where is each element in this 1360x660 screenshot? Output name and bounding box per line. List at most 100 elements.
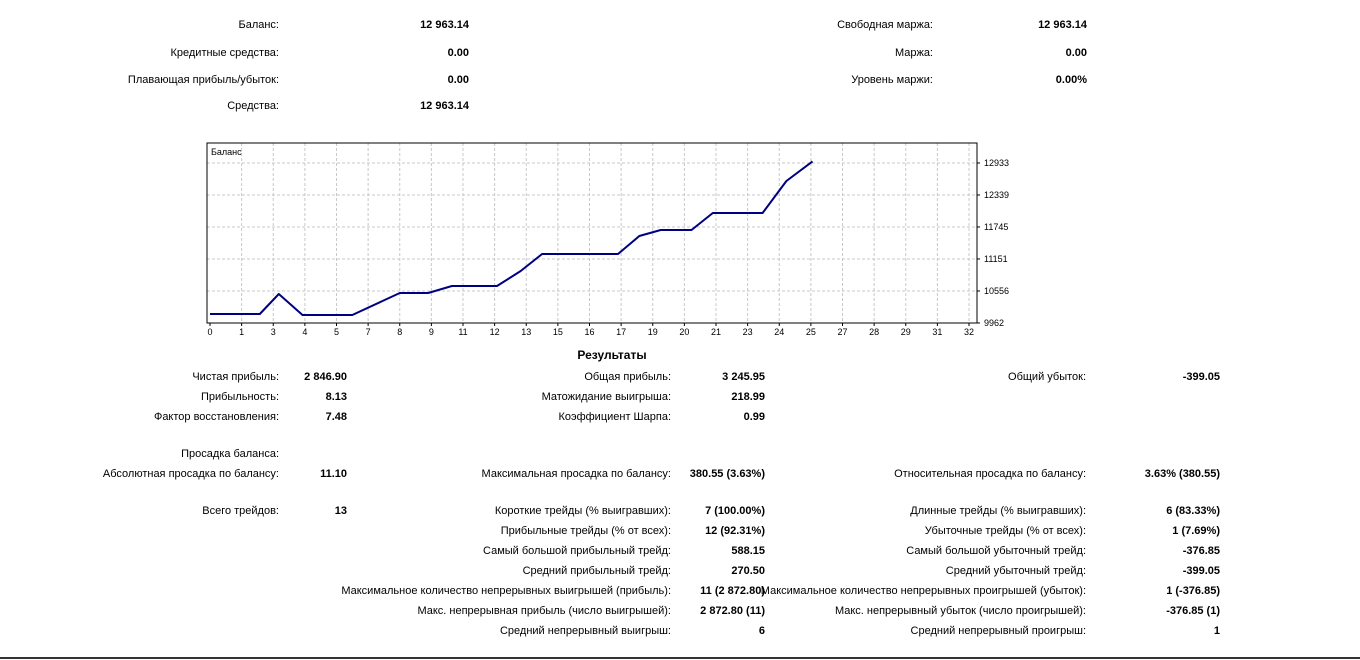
- x-tick-label: 7: [366, 327, 371, 337]
- summary-left-3-value: 12 963.14: [420, 100, 469, 112]
- result-col2-8-label: Максимальное количество непрерывных выиг…: [341, 585, 671, 597]
- plot-frame: [206, 142, 978, 324]
- y-tick-label: 10556: [984, 286, 1009, 296]
- x-tick-label: 11: [458, 327, 467, 337]
- series-line-balance: [210, 160, 814, 316]
- result-col1-1-label: Прибыльность:: [200, 391, 279, 403]
- x-tick-label: 17: [616, 327, 626, 337]
- result-col3-1-label: Относительная просадка по балансу:: [894, 468, 1086, 480]
- summary-left-0-value: 12 963.14: [420, 19, 469, 31]
- x-tick-label: 29: [901, 327, 911, 337]
- result-col2-8-value: 11 (2 872.80): [700, 585, 765, 597]
- result-col3-6-label: Максимальное количество непрерывных прои…: [760, 585, 1086, 597]
- result-col2-1-label: Матожидание выигрыша:: [541, 391, 671, 403]
- result-col1-5-value: 13: [334, 505, 347, 517]
- summary-right-0-label: Свободная маржа:: [837, 19, 933, 31]
- x-tick-label: 32: [964, 327, 974, 337]
- x-tick-label: 21: [711, 327, 721, 337]
- x-tick-label: 15: [553, 327, 563, 337]
- result-col3-2-value: 6 (83.33%): [1166, 505, 1220, 517]
- x-tick-label: 31: [932, 327, 942, 337]
- chart-title: Баланс: [211, 147, 242, 157]
- summary-left-2-value: 0.00: [447, 74, 469, 86]
- result-col1-0-value: 2 846.90: [304, 371, 347, 383]
- result-col2-3-value: 380.55 (3.63%): [689, 468, 765, 480]
- result-col3-3-value: 1 (7.69%): [1172, 525, 1220, 537]
- summary-right-2-value: 0.00%: [1055, 74, 1087, 86]
- result-col2-9-value: 2 872.80 (11): [700, 605, 765, 617]
- x-tick-label: 5: [334, 327, 339, 337]
- x-tick-label: 19: [648, 327, 658, 337]
- result-col3-7-label: Макс. непрерывный убыток (число проигрыш…: [834, 605, 1086, 617]
- summary-right-1-label: Маржа:: [894, 47, 933, 59]
- x-tick-label: 25: [806, 327, 816, 337]
- result-col3-8-label: Средний непрерывный проигрыш:: [910, 625, 1086, 637]
- result-col3-5-value: -399.05: [1182, 565, 1220, 577]
- summary-right-2-label: Уровень маржи:: [851, 74, 933, 86]
- balance-chart: 0 1 3 4 5 7 8 9 11 12 13 15 16 17 19 20 21 23 24 25 27 28 29 31…: [206, 142, 1009, 337]
- result-col2-7-label: Средний прибыльный трейд:: [522, 565, 671, 577]
- result-col2-5-value: 12 (92.31%): [705, 525, 765, 537]
- summary-right-1-value: 0.00: [1065, 47, 1087, 59]
- bottom-divider: [0, 657, 1360, 659]
- result-col2-2-value: 0.99: [743, 411, 765, 423]
- result-col2-2-label: Коэффициент Шарпа:: [558, 411, 671, 423]
- result-col3-2-label: Длинные трейды (% выигравших):: [910, 505, 1086, 517]
- x-tick-label: 0: [207, 327, 212, 337]
- x-tick-label: 16: [584, 327, 594, 337]
- y-tick-label: 12933: [984, 158, 1009, 168]
- result-col3-4-value: -376.85: [1182, 545, 1220, 557]
- result-col2-10-value: 6: [758, 625, 765, 637]
- result-col1-2-label: Фактор восстановления:: [153, 411, 279, 423]
- result-col1-5-label: Всего трейдов:: [202, 505, 279, 517]
- summary-left-1-value: 0.00: [447, 47, 469, 59]
- result-col3-3-label: Убыточные трейды (% от всех):: [924, 525, 1086, 537]
- x-tick-label: 28: [869, 327, 879, 337]
- summary-left-3-label: Средства:: [227, 100, 279, 112]
- result-col3-0-label: Общий убыток:: [1008, 371, 1086, 383]
- x-tick-label: 4: [302, 327, 307, 337]
- result-col1-4-value: 11.10: [320, 468, 347, 480]
- result-col2-6-value: 588.15: [731, 545, 765, 557]
- x-tick-label: 27: [837, 327, 847, 337]
- x-tick-label: 23: [743, 327, 753, 337]
- summary-left-2-label: Плавающая прибыль/убыток:: [127, 74, 279, 86]
- result-col3-5-label: Средний убыточный трейд:: [945, 565, 1086, 577]
- result-col1-3-label: Просадка баланса:: [181, 448, 279, 460]
- result-col2-7-value: 270.50: [731, 565, 765, 577]
- y-tick-label: 12339: [984, 190, 1009, 200]
- y-tick-label: 11745: [984, 222, 1008, 232]
- summary-left-1-label: Кредитные средства:: [170, 47, 279, 59]
- result-col3-1-value: 3.63% (380.55): [1144, 468, 1220, 480]
- result-col2-9-label: Макс. непрерывная прибыль (число выигрыш…: [417, 605, 671, 617]
- result-col1-0-label: Чистая прибыль:: [192, 371, 279, 383]
- summary-left-0-label: Баланс:: [238, 19, 279, 31]
- summary-right-0-value: 12 963.14: [1038, 19, 1087, 31]
- x-tick-label: 1: [239, 327, 244, 337]
- x-tick-label: 24: [774, 327, 784, 337]
- x-tick-label: 12: [490, 327, 500, 337]
- x-tick-label: 9: [429, 327, 434, 337]
- plot-area: [207, 143, 977, 323]
- y-tick-label: 11151: [984, 254, 1008, 264]
- result-col3-6-value: 1 (-376.85): [1166, 585, 1220, 597]
- x-tick-label: 8: [397, 327, 402, 337]
- result-col2-6-label: Самый большой прибыльный трейд:: [483, 545, 671, 557]
- result-col2-4-label: Короткие трейды (% выигравших):: [494, 505, 671, 517]
- y-tick-label: 9962: [984, 318, 1004, 328]
- result-col2-0-value: 3 245.95: [722, 371, 765, 383]
- result-col2-1-value: 218.99: [731, 391, 765, 403]
- x-tick-label: 20: [679, 327, 689, 337]
- result-col1-1-value: 8.13: [325, 391, 347, 403]
- x-tick-label: 3: [271, 327, 276, 337]
- x-tick-label: 13: [521, 327, 531, 337]
- result-col3-7-value: -376.85 (1): [1166, 605, 1220, 617]
- result-col3-0-value: -399.05: [1182, 371, 1220, 383]
- result-col3-4-label: Самый большой убыточный трейд:: [906, 545, 1086, 557]
- results-title: Результаты: [577, 348, 647, 362]
- result-col2-0-label: Общая прибыль:: [584, 371, 671, 383]
- result-col2-5-label: Прибыльные трейды (% от всех):: [500, 525, 671, 537]
- result-col2-10-label: Средний непрерывный выигрыш:: [499, 625, 671, 637]
- result-col3-8-value: 1: [1213, 625, 1220, 637]
- result-col2-3-label: Максимальная просадка по балансу:: [481, 468, 671, 480]
